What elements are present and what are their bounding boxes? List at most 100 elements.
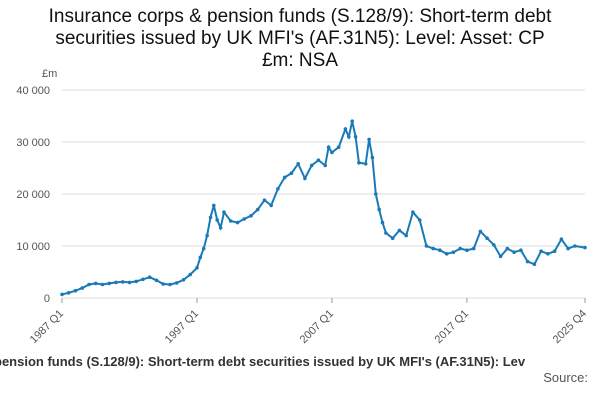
- x-tick-label: 2017 Q1: [433, 308, 471, 346]
- data-point: [174, 281, 179, 285]
- grid-layer: [62, 89, 585, 299]
- series-footer: pension funds (S.128/9): Short-term debt…: [0, 354, 600, 369]
- chart-title: Insurance corps & pension funds (S.128/9…: [0, 6, 600, 72]
- axis-layer: 0 10 000 20 000 30 000 40 000 1987 Q1 1997 Q1 2…: [16, 85, 589, 346]
- data-point: [205, 233, 209, 238]
- data-point: [296, 162, 301, 166]
- data-point: [384, 231, 388, 235]
- data-point: [411, 210, 415, 214]
- data-point: [357, 161, 361, 165]
- data-point: [336, 145, 341, 149]
- data-point: [573, 244, 577, 248]
- data-point: [380, 220, 385, 225]
- x-tick-label: 1997 Q1: [163, 308, 201, 346]
- data-point: [374, 192, 378, 196]
- data-point: [367, 137, 371, 142]
- data-point: [552, 249, 557, 253]
- data-point: [519, 248, 523, 252]
- data-point: [546, 252, 550, 256]
- data-point: [566, 246, 570, 251]
- data-point: [60, 292, 64, 297]
- data-point: [73, 288, 78, 293]
- series-footer-label: pension funds (S.128/9): Short-term debt…: [0, 354, 526, 369]
- data-point: [559, 237, 564, 241]
- data-point: [326, 145, 331, 149]
- data-point: [228, 219, 233, 223]
- data-point: [222, 210, 226, 214]
- data-point: [431, 246, 436, 251]
- series-line: [61, 120, 586, 296]
- data-point: [181, 278, 186, 282]
- data-point: [478, 229, 483, 234]
- data-point: [120, 280, 125, 284]
- data-point: [404, 233, 409, 238]
- data-point: [458, 246, 463, 251]
- chart-title-line-1: Insurance corps & pension funds (S.128/9…: [48, 6, 552, 27]
- data-point: [539, 249, 543, 253]
- data-point: [198, 255, 203, 260]
- data-point: [212, 203, 216, 208]
- data-point: [370, 155, 375, 160]
- data-point: [249, 214, 253, 218]
- data-point: [492, 243, 496, 247]
- data-point: [498, 254, 503, 259]
- y-tick-label: 20 000: [16, 189, 50, 201]
- data-point: [424, 244, 429, 248]
- data-point: [114, 280, 118, 285]
- x-tick-label: 2025 Q4: [551, 308, 589, 346]
- data-point: [309, 163, 314, 168]
- data-point: [350, 119, 355, 123]
- data-point: [242, 217, 246, 221]
- data-point: [303, 176, 307, 181]
- data-point: [471, 246, 476, 251]
- data-point: [87, 282, 91, 287]
- data-point: [465, 248, 469, 252]
- data-point: [161, 282, 165, 286]
- data-point: [80, 286, 84, 290]
- data-point: [66, 291, 71, 295]
- y-axis-label: £m: [42, 68, 57, 80]
- data-point: [512, 250, 516, 254]
- data-point: [100, 282, 105, 287]
- data-point: [215, 218, 219, 222]
- x-tick-label: 2007 Q1: [298, 308, 336, 346]
- data-point: [147, 275, 152, 280]
- data-point: [316, 158, 321, 162]
- chart-title-line-2: securities issued by UK MFI's (AF.31N5):…: [55, 28, 545, 49]
- data-point: [289, 171, 294, 175]
- data-point: [330, 150, 334, 155]
- x-tick-label: 1987 Q1: [28, 308, 66, 346]
- data-point: [525, 259, 530, 264]
- data-point: [451, 250, 456, 254]
- data-point: [93, 281, 98, 286]
- data-point: [397, 228, 402, 233]
- data-point: [282, 175, 287, 180]
- data-point: [141, 277, 145, 282]
- data-point: [323, 163, 328, 168]
- data-point: [134, 279, 138, 284]
- y-tick-label: 0: [44, 293, 50, 305]
- y-tick-label: 10 000: [16, 241, 50, 253]
- data-point: [438, 248, 442, 252]
- source-label: Source:: [543, 370, 588, 385]
- data-point: [532, 262, 537, 267]
- data-point: [188, 272, 192, 277]
- data-point: [276, 187, 280, 191]
- data-point: [107, 281, 111, 286]
- data-point: [201, 246, 206, 251]
- data-point: [269, 203, 274, 208]
- data-point: [583, 245, 587, 250]
- data-point: [353, 135, 358, 139]
- data-point: [235, 220, 240, 225]
- data-point: [505, 246, 510, 251]
- y-tick-label: 30 000: [16, 137, 50, 149]
- data-point: [255, 207, 260, 212]
- data-point: [168, 282, 172, 287]
- data-point: [485, 236, 489, 240]
- data-point: [390, 236, 395, 240]
- data-point: [208, 215, 213, 220]
- data-point: [417, 218, 422, 222]
- data-point: [363, 162, 368, 166]
- data-point: [343, 127, 348, 131]
